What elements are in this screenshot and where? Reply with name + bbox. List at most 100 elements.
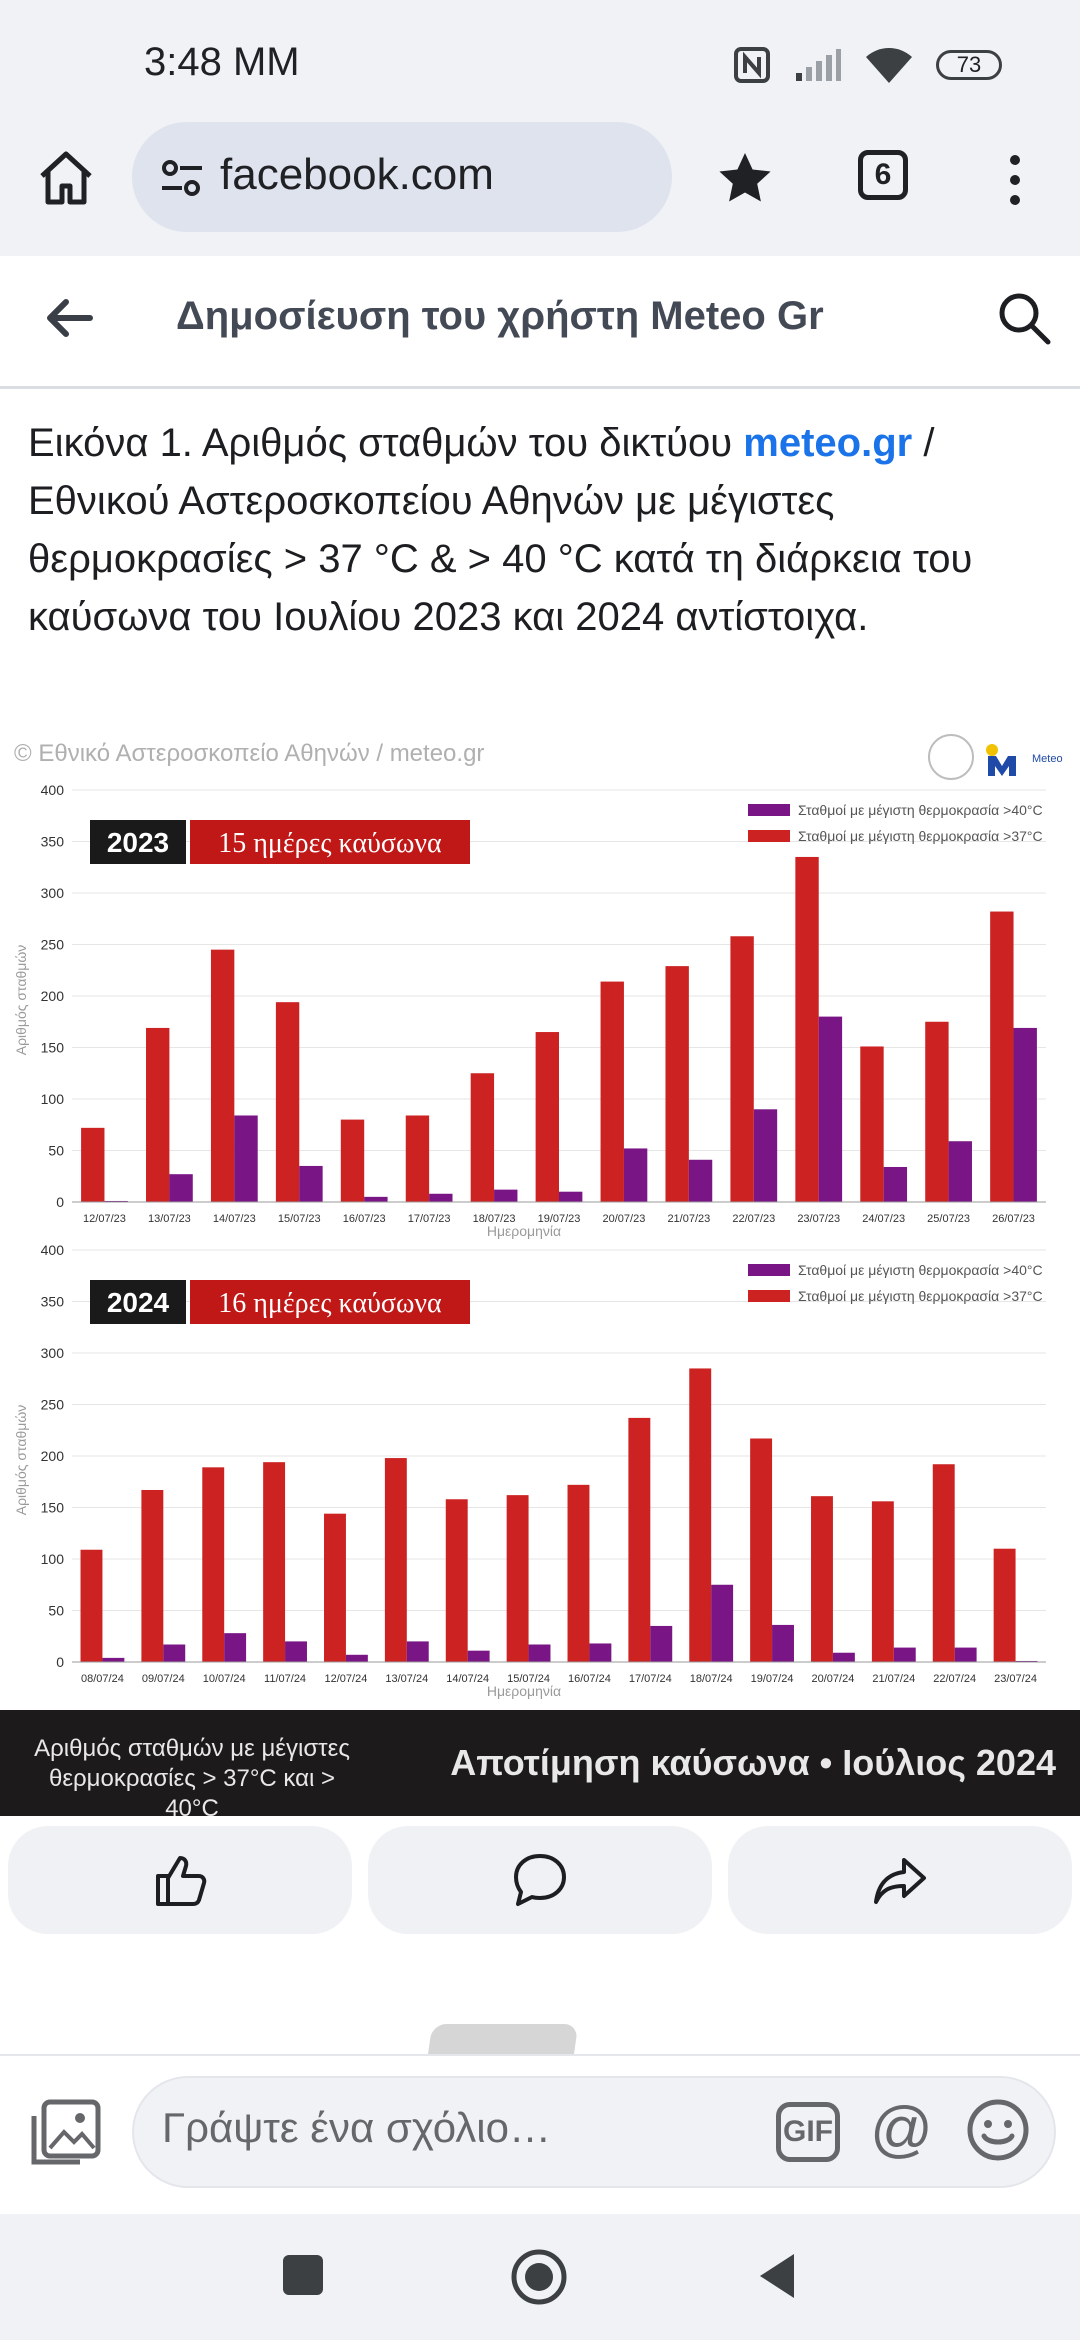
bar-over-40 <box>650 1625 673 1662</box>
square-nav-icon[interactable] <box>280 2252 326 2298</box>
x-tick-label: 20/07/23 <box>603 1213 646 1225</box>
comment-button[interactable] <box>368 1826 712 1934</box>
bar-over-40 <box>711 1584 734 1662</box>
comment-placeholder[interactable]: Γράψτε ένα σχόλιο… <box>162 2104 551 2151</box>
bar-over-40 <box>163 1644 186 1662</box>
x-tick-label: 21/07/23 <box>667 1213 710 1225</box>
meteo-logo-text: Meteo <box>1032 753 1063 765</box>
bar-over-40 <box>169 1174 193 1202</box>
bar-over-40 <box>1013 1027 1037 1202</box>
days-badge: 16 ημέρες καύσωνα <box>218 1288 442 1319</box>
legend-swatch-37 <box>748 1290 790 1302</box>
like-icon <box>156 1856 207 1906</box>
legend-swatch-40 <box>748 1264 790 1276</box>
star-icon[interactable] <box>716 150 774 208</box>
y-tick-label: 300 <box>41 1345 65 1361</box>
days-badge: 15 ημέρες καύσωνα <box>218 828 442 859</box>
footer-title: Αποτίμηση καύσωνα • Ιούλιος 2024 <box>450 1742 1056 1783</box>
year-badge-bg <box>90 1280 186 1324</box>
y-tick-label: 50 <box>48 1143 64 1159</box>
search-icon[interactable] <box>996 290 1052 346</box>
x-tick-label: 26/07/23 <box>992 1213 1035 1225</box>
x-tick-label: 12/07/23 <box>83 1213 126 1225</box>
bar-over-40 <box>224 1633 247 1662</box>
y-tick-label: 100 <box>41 1091 65 1107</box>
bar-over-40 <box>285 1641 307 1662</box>
y-tick-label: 150 <box>41 1040 65 1056</box>
y-tick-label: 150 <box>41 1500 65 1516</box>
x-tick-label: 18/07/23 <box>473 1213 516 1225</box>
url-text[interactable]: facebook.com <box>220 150 494 199</box>
x-tick-label: 19/07/24 <box>751 1673 794 1685</box>
legend-label-37: Σταθμοί με μέγιστη θερμοκρασία >37°C <box>798 828 1043 844</box>
bar-over-37 <box>340 1119 365 1202</box>
year-badge: 2024 <box>107 1287 170 1318</box>
back-arrow-icon[interactable] <box>40 290 96 346</box>
bar-over-37 <box>730 936 754 1202</box>
url-bar[interactable] <box>132 122 672 232</box>
tune-icon[interactable] <box>160 158 204 198</box>
bar-over-40 <box>104 1200 128 1202</box>
bar-over-40 <box>1015 1660 1038 1662</box>
chart-2023: 0 50 100 150 200 250 300 350 400 12/07/23 13/07/23… <box>13 782 1046 1239</box>
x-tick-label: 20/07/24 <box>812 1673 855 1685</box>
comment-input[interactable] <box>132 2076 1056 2188</box>
home-icon[interactable] <box>36 148 96 208</box>
tabs-button[interactable]: 6 <box>858 150 908 200</box>
bar-over-40 <box>948 1141 972 1202</box>
bar-over-37 <box>80 1549 103 1662</box>
bar-over-37 <box>932 1464 955 1662</box>
bar-over-37 <box>324 1513 346 1662</box>
mention-button[interactable]: @ <box>870 2095 933 2164</box>
observatory-seal-icon <box>928 734 974 780</box>
battery-icon: 73 <box>936 50 1002 80</box>
bar-over-37 <box>689 1368 712 1662</box>
bar-over-37 <box>275 1002 300 1202</box>
x-tick-label: 10/07/24 <box>203 1673 246 1685</box>
bar-over-40 <box>467 1650 490 1662</box>
chart-2024-xlabel: Ημερομηνία <box>487 1683 561 1699</box>
infographic-image[interactable] <box>0 728 1080 1816</box>
bar-over-37 <box>141 1489 164 1662</box>
y-tick-label: 200 <box>41 988 65 1004</box>
like-button[interactable] <box>8 1826 352 1934</box>
sheet-grabber[interactable] <box>427 2024 579 2056</box>
more-icon[interactable] <box>1000 150 1030 210</box>
bar-over-37 <box>993 1548 1016 1662</box>
legend-label-40: Σταθμοί με μέγιστη θερμοκρασία >40°C <box>798 802 1043 818</box>
bar-over-40 <box>589 1643 612 1662</box>
status-time: 3:48 ΜΜ <box>144 40 300 84</box>
share-button[interactable] <box>728 1826 1072 1934</box>
circle-nav-icon[interactable] <box>510 2248 568 2306</box>
triangle-nav-icon[interactable] <box>756 2250 798 2302</box>
bar-over-37 <box>811 1496 833 1662</box>
bar-over-40 <box>102 1657 125 1662</box>
bar-over-40 <box>345 1654 368 1662</box>
y-tick-label: 250 <box>41 937 65 953</box>
x-tick-label: 16/07/23 <box>343 1213 386 1225</box>
post-link[interactable]: meteo.gr <box>743 421 913 465</box>
x-tick-label: 15/07/23 <box>278 1213 321 1225</box>
bar-over-40 <box>299 1165 323 1202</box>
x-tick-label: 17/07/23 <box>408 1213 451 1225</box>
chart-2023-ylabel: Αριθμός σταθμών <box>13 945 29 1056</box>
y-tick-label: 400 <box>41 1242 65 1258</box>
photo-icon[interactable] <box>30 2098 102 2168</box>
gif-button[interactable]: GIF <box>776 2102 840 2162</box>
emoji-icon[interactable] <box>966 2098 1030 2162</box>
bar-over-37 <box>263 1462 286 1662</box>
bar-over-37 <box>202 1467 225 1662</box>
bar-over-40 <box>688 1159 713 1202</box>
x-tick-label: 17/07/24 <box>629 1673 672 1685</box>
bar-over-37 <box>210 949 235 1202</box>
tab-count: 6 <box>874 158 892 191</box>
share-icon <box>874 1858 926 1904</box>
x-tick-label: 12/07/24 <box>325 1673 368 1685</box>
bar-over-37 <box>470 1073 495 1202</box>
bar-over-40 <box>559 1191 583 1202</box>
bar-over-40 <box>772 1624 794 1662</box>
infographic-footer <box>0 1710 1080 1816</box>
y-tick-label: 350 <box>41 834 65 850</box>
nfc-icon <box>734 47 770 83</box>
meteo-logo: Meteo <box>986 744 1063 776</box>
